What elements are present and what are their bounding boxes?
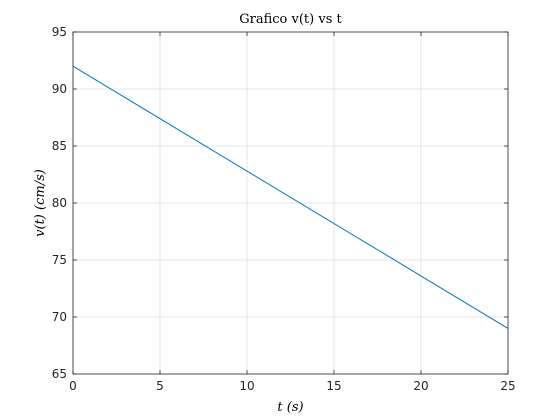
x-ticks: 0 5 10 15 20 25 <box>69 32 516 393</box>
series-group <box>72 65 509 329</box>
y-tick-label: 90 <box>52 82 67 96</box>
y-tick-label: 70 <box>52 310 67 324</box>
y-tick-label: 65 <box>52 367 67 381</box>
y-ticks: 65 70 75 80 85 90 95 <box>52 25 508 381</box>
x-axis-label: t (s) <box>277 400 303 415</box>
x-tick-label: 20 <box>413 379 428 393</box>
y-tick-label: 75 <box>52 253 67 267</box>
x-tick-label: 10 <box>239 379 254 393</box>
chart-title: Grafico v(t) vs t <box>239 12 342 27</box>
y-axis-label: v(t) (cm/s) <box>33 169 48 237</box>
y-tick-label: 85 <box>52 139 67 153</box>
x-tick-label: 5 <box>156 379 164 393</box>
x-tick-label: 25 <box>500 379 515 393</box>
y-tick-label: 80 <box>52 196 67 210</box>
y-tick-label: 95 <box>52 25 67 39</box>
grid <box>72 31 509 375</box>
x-tick-label: 15 <box>326 379 341 393</box>
x-tick-label: 0 <box>69 379 77 393</box>
series-line <box>72 65 509 329</box>
